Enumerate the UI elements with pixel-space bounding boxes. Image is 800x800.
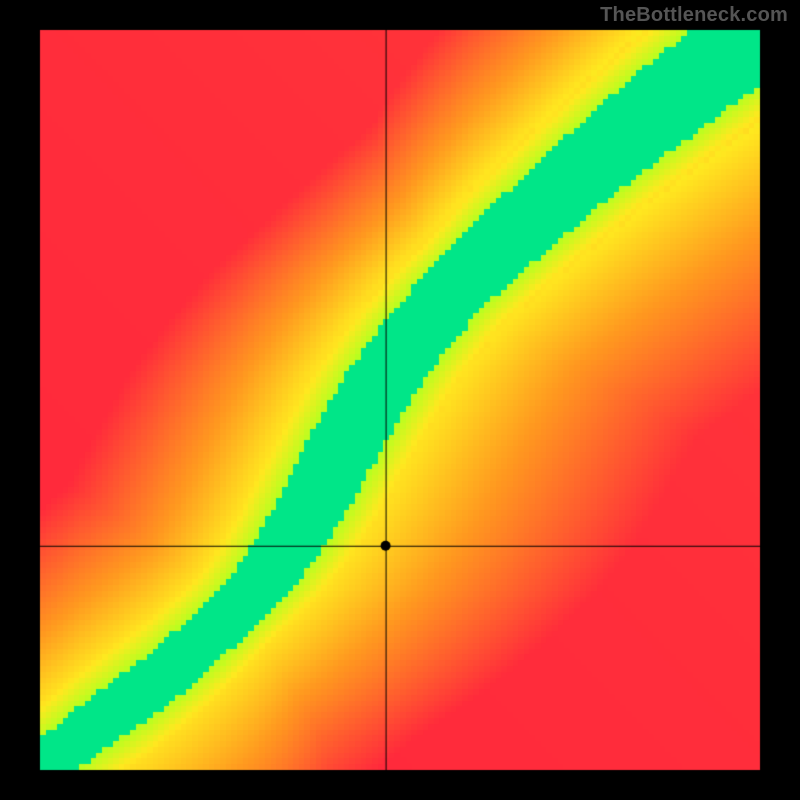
chart-container: TheBottleneck.com: [0, 0, 800, 800]
heatmap-canvas: [0, 0, 800, 800]
attribution-text: TheBottleneck.com: [600, 4, 788, 27]
